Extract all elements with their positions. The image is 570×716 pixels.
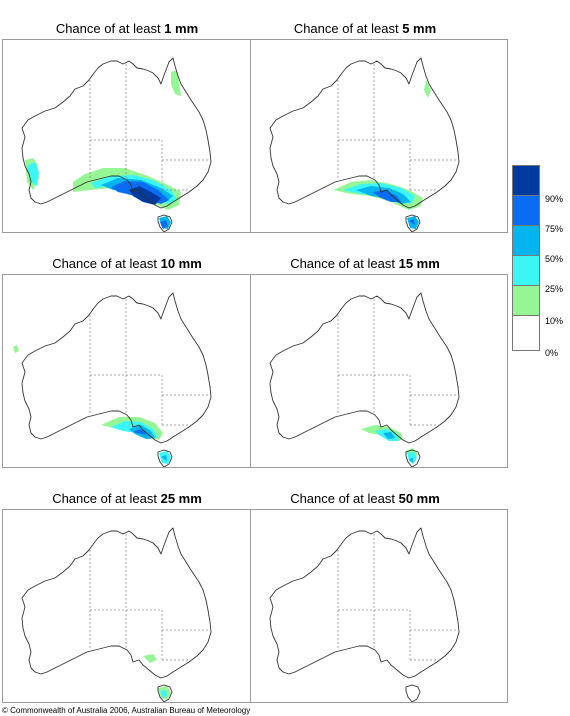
panel-title-50mm: Chance of at least 50 mm: [290, 491, 440, 506]
rainfall-probability-area: [373, 190, 401, 202]
legend-label-50: 50%: [545, 254, 564, 264]
panel-title-25mm: Chance of at least 25 mm: [52, 491, 202, 506]
australia-map: [21, 57, 212, 232]
tasmania-coastline: [157, 684, 173, 702]
rainfall-probability-area: [160, 220, 168, 229]
legend-label-0: 0%: [545, 348, 559, 358]
rainfall-probability-area: [409, 219, 415, 225]
panel-title-10mm: Chance of at least 10 mm: [52, 256, 202, 271]
rainfall-probability-area: [133, 429, 147, 435]
state-borders: [337, 64, 458, 191]
tasmania-coastline: [405, 214, 421, 232]
map-15mm: [250, 274, 508, 468]
state-borders: [89, 534, 210, 661]
legend-swatch-0: [512, 315, 540, 351]
tasmania-coastline: [405, 684, 421, 702]
legend-swatch-90: [512, 165, 540, 196]
rainfall-probability-area: [424, 80, 431, 98]
map-1mm: [2, 39, 260, 233]
map-50mm: [250, 509, 508, 703]
legend-label-90: 90%: [545, 194, 564, 204]
rainfall-probability-area: [13, 345, 19, 353]
legend-label-75: 75%: [545, 224, 564, 234]
rainfall-probability-area: [383, 432, 395, 439]
copyright-notice: © Commonwealth of Australia 2006, Austra…: [2, 706, 251, 715]
rainfall-probability-area: [407, 452, 417, 464]
legend-label-10: 10%: [545, 316, 564, 326]
tasmania-coastline: [157, 449, 173, 467]
map-10mm: [2, 274, 260, 468]
coastline: [21, 57, 212, 209]
tasmania-coastline: [157, 214, 173, 232]
rainfall-probability-area: [27, 162, 39, 186]
state-borders: [337, 299, 458, 426]
rainfall-probability-area: [143, 654, 157, 663]
panel-title-1mm: Chance of at least 1 mm: [55, 21, 199, 36]
state-borders: [337, 534, 458, 661]
legend-label-25: 25%: [545, 284, 564, 294]
map-5mm: [250, 39, 508, 233]
australia-map: [13, 292, 212, 467]
legend-swatch-75: [512, 195, 540, 226]
rainfall-probability-area: [171, 70, 181, 96]
australia-map: [21, 527, 212, 702]
coastline: [21, 292, 212, 444]
rainfall-probability-area: [161, 455, 167, 461]
tasmania-coastline: [405, 449, 421, 467]
state-borders: [89, 64, 210, 191]
state-borders: [89, 299, 210, 426]
legend-swatch-10: [512, 285, 540, 316]
map-25mm: [2, 509, 260, 703]
australia-map: [269, 292, 460, 467]
rainfall-probability-area: [160, 690, 167, 698]
legend-swatch-25: [512, 255, 540, 286]
coastline: [269, 527, 460, 679]
australia-map: [269, 527, 460, 702]
legend-swatch-50: [512, 225, 540, 256]
coastline: [269, 292, 460, 444]
panel-title-5mm: Chance of at least 5 mm: [293, 21, 437, 36]
rainfall-probability-area: [409, 458, 413, 463]
coastline: [21, 527, 212, 679]
panel-title-15mm: Chance of at least 15 mm: [290, 256, 440, 271]
coastline: [269, 57, 460, 209]
australia-map: [269, 57, 460, 232]
